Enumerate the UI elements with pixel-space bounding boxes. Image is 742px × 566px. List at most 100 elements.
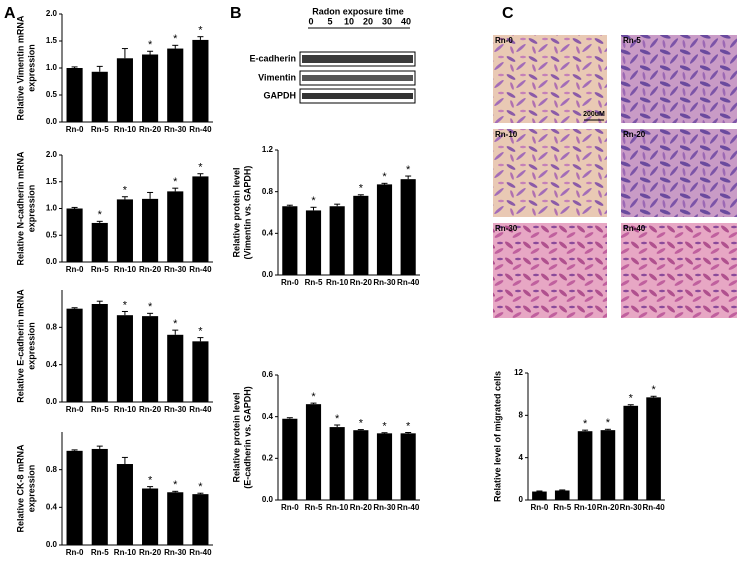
y-tick-label: 0.2 xyxy=(262,453,274,462)
bar xyxy=(66,308,83,402)
y-tick-label: 0.0 xyxy=(46,257,58,266)
bar xyxy=(142,54,159,122)
x-tick-label: Rn-30 xyxy=(373,278,396,287)
y-axis-label: expression xyxy=(26,465,36,513)
x-tick-label: Rn-10 xyxy=(114,548,137,557)
significance-marker: * xyxy=(629,393,634,405)
significance-marker: * xyxy=(198,25,203,37)
y-axis-label: Relative protein level xyxy=(231,167,241,257)
y-tick-label: 1.2 xyxy=(262,145,274,154)
lane-label: 20 xyxy=(363,16,373,26)
bar xyxy=(600,430,616,500)
x-tick-label: Rn-40 xyxy=(642,503,665,512)
y-tick-label: 1.0 xyxy=(46,63,58,72)
bar xyxy=(66,450,83,545)
image-label: Rn-0 xyxy=(495,36,513,45)
significance-marker: * xyxy=(359,417,364,429)
significance-marker: * xyxy=(173,176,178,188)
y-tick-label: 0.0 xyxy=(46,397,58,406)
y-tick-label: 0.0 xyxy=(262,270,274,279)
y-tick-label: 0.0 xyxy=(46,540,58,549)
bar xyxy=(282,206,298,275)
lane-label: 10 xyxy=(344,16,354,26)
bar xyxy=(66,208,83,262)
significance-marker: * xyxy=(335,413,340,425)
x-tick-label: Rn-10 xyxy=(114,405,137,414)
bar xyxy=(305,210,322,275)
bar xyxy=(400,433,416,500)
y-tick-label: 2.0 xyxy=(46,9,58,18)
y-tick-label: 4 xyxy=(519,453,524,462)
y-axis-label: expression xyxy=(26,44,36,92)
x-tick-label: Rn-0 xyxy=(66,405,84,414)
bar xyxy=(142,488,159,545)
bar xyxy=(91,71,108,122)
bar xyxy=(400,179,416,275)
x-tick-label: Rn-0 xyxy=(281,278,299,287)
y-tick-label: 0.8 xyxy=(46,322,58,331)
significance-marker: * xyxy=(359,183,364,195)
significance-marker: * xyxy=(198,326,203,338)
micrographs xyxy=(493,35,737,318)
bar xyxy=(167,191,184,262)
y-axis-label: (E-cadherin vs. GAPDH) xyxy=(242,386,252,489)
y-tick-label: 1.0 xyxy=(46,204,58,213)
x-tick-label: Rn-40 xyxy=(397,503,420,512)
y-tick-label: 0.4 xyxy=(262,228,274,237)
x-tick-label: Rn-10 xyxy=(326,278,349,287)
significance-marker: * xyxy=(148,39,153,51)
image-label: Rn-10 xyxy=(495,130,518,139)
x-tick-label: Rn-5 xyxy=(91,265,109,274)
x-tick-label: Rn-20 xyxy=(139,405,162,414)
lane-label: 40 xyxy=(401,16,411,26)
scale-label: 200uM xyxy=(583,111,605,118)
bar xyxy=(623,405,639,500)
y-axis-label: Relative Vimentin mRNA xyxy=(15,15,25,120)
y-tick-label: 2.0 xyxy=(46,150,58,159)
image-label: Rn-5 xyxy=(623,36,641,45)
bar xyxy=(91,304,108,402)
significance-marker: * xyxy=(173,318,178,330)
x-tick-label: Rn-40 xyxy=(189,125,212,134)
significance-marker: * xyxy=(98,209,103,221)
blot-title: Radon exposure time xyxy=(312,6,404,16)
significance-marker: * xyxy=(173,479,178,491)
lane-label: 30 xyxy=(382,16,392,26)
y-tick-label: 0.8 xyxy=(262,187,274,196)
x-tick-label: Rn-30 xyxy=(620,503,643,512)
bar xyxy=(116,464,133,545)
x-tick-label: Rn-0 xyxy=(281,503,299,512)
bar xyxy=(646,397,661,500)
image-label: Rn-30 xyxy=(495,224,518,233)
y-tick-label: 1.5 xyxy=(46,36,58,45)
x-tick-label: Rn-20 xyxy=(139,125,162,134)
y-tick-label: 0.6 xyxy=(262,370,274,379)
significance-marker: * xyxy=(651,384,656,396)
y-axis-label: Relative E-cadherin mRNA xyxy=(15,289,25,403)
significance-marker: * xyxy=(198,162,203,174)
x-tick-label: Rn-10 xyxy=(114,125,137,134)
x-tick-label: Rn-30 xyxy=(164,548,187,557)
x-tick-label: Rn-40 xyxy=(189,265,212,274)
significance-marker: * xyxy=(606,417,611,429)
significance-marker: * xyxy=(148,475,153,487)
bar xyxy=(167,492,184,545)
bar xyxy=(192,341,209,402)
significance-marker: * xyxy=(123,185,128,197)
x-tick-label: Rn-30 xyxy=(164,405,187,414)
x-tick-label: Rn-5 xyxy=(305,278,323,287)
x-tick-label: Rn-20 xyxy=(597,503,620,512)
y-tick-label: 0.0 xyxy=(262,495,274,504)
significance-marker: * xyxy=(583,418,588,430)
significance-marker: * xyxy=(382,171,387,183)
y-tick-label: 0.5 xyxy=(46,90,58,99)
y-tick-label: 0.4 xyxy=(46,360,58,369)
y-axis-label: Relative protein level xyxy=(231,392,241,482)
bar xyxy=(116,58,133,122)
x-tick-label: Rn-30 xyxy=(164,125,187,134)
y-axis-label: Relative level of migrated cells xyxy=(492,371,502,502)
x-tick-label: Rn-0 xyxy=(66,548,84,557)
y-axis-label: (Vimentin vs. GAPDH) xyxy=(242,166,252,260)
x-tick-label: Rn-5 xyxy=(91,548,109,557)
